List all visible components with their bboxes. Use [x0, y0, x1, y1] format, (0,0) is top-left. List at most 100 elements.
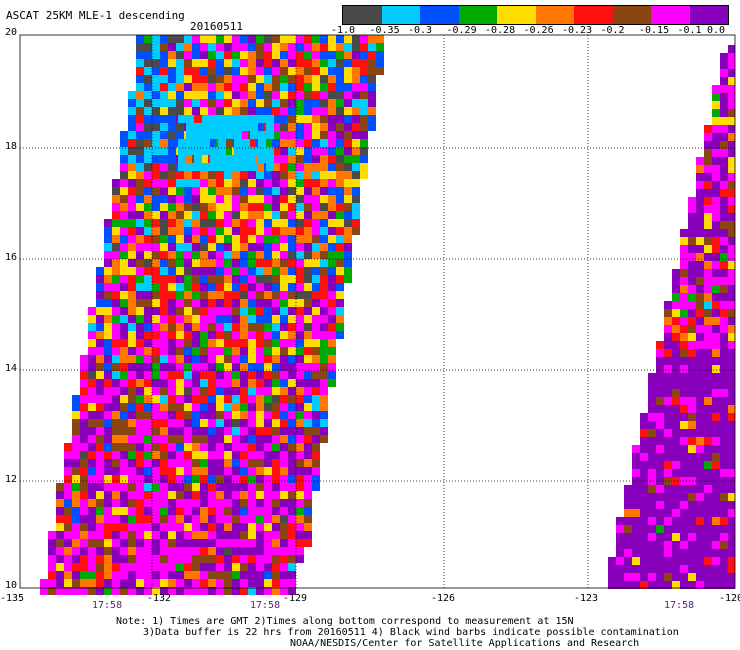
- swath-cell: [136, 315, 144, 323]
- swath-cell: [144, 355, 152, 363]
- swath-cell: [128, 427, 136, 435]
- swath-cell: [96, 523, 104, 531]
- swath-cell: [208, 459, 216, 467]
- swath-cell: [696, 213, 704, 221]
- swath-cell: [728, 541, 735, 549]
- swath-cell: [208, 579, 216, 587]
- swath-cell: [296, 539, 304, 547]
- swath-cell: [680, 301, 688, 309]
- swath-cell: [168, 435, 176, 443]
- swath-cell: [128, 571, 136, 579]
- swath-cell: [264, 491, 272, 499]
- swath-cell: [632, 541, 640, 549]
- swath-cell: [120, 363, 128, 371]
- swath-cell: [640, 517, 648, 525]
- swath-cell: [624, 485, 632, 493]
- swath-cell: [112, 283, 120, 291]
- swath-cell: [200, 491, 208, 499]
- swath-cell: [312, 51, 320, 59]
- swath-cell: [728, 421, 735, 429]
- swath-cell: [232, 259, 240, 267]
- swath-cell: [120, 259, 128, 267]
- swath-cell: [296, 371, 304, 379]
- swath-cell: [712, 549, 720, 557]
- swath-cell: [152, 259, 160, 267]
- swath-cell: [704, 493, 712, 501]
- swath-cell: [696, 421, 704, 429]
- swath-cell: [704, 269, 712, 277]
- swath-cell: [256, 107, 264, 115]
- swath-cell: [304, 35, 312, 43]
- swath-cell: [96, 331, 104, 339]
- swath-cell: [648, 429, 656, 437]
- swath-cell: [160, 499, 168, 507]
- swath-cell: [168, 171, 176, 179]
- swath-cell: [256, 323, 264, 331]
- swath-cell: [168, 163, 176, 171]
- swath-cell: [336, 195, 344, 203]
- swath-cell: [304, 139, 312, 147]
- swath-cell: [688, 565, 696, 573]
- swath-cell: [312, 171, 320, 179]
- swath-cell: [112, 299, 120, 307]
- swath-cell: [226, 163, 234, 171]
- swath-cell: [712, 157, 720, 165]
- swath-cell: [312, 115, 320, 123]
- swath-cell: [56, 563, 64, 571]
- swath-cell: [728, 61, 735, 69]
- swath-cell: [712, 269, 720, 277]
- swath-cell: [264, 507, 272, 515]
- swath-cell: [264, 515, 272, 523]
- swath-cell: [112, 339, 120, 347]
- swath-cell: [112, 235, 120, 243]
- swath-cell: [264, 227, 272, 235]
- swath-cell: [664, 309, 672, 317]
- swath-cell: [120, 291, 128, 299]
- swath-cell: [728, 109, 735, 117]
- swath-cell: [152, 411, 160, 419]
- swath-cell: [256, 235, 264, 243]
- swath-cell: [202, 163, 210, 171]
- swath-cell: [304, 123, 312, 131]
- swath-cell: [136, 235, 144, 243]
- swath-cell: [656, 429, 664, 437]
- swath-cell: [176, 99, 184, 107]
- swath-cell: [178, 115, 186, 123]
- swath-cell: [202, 139, 210, 147]
- swath-cell: [696, 453, 704, 461]
- swath-cell: [200, 227, 208, 235]
- swath-cell: [728, 269, 735, 277]
- swath-cell: [240, 571, 248, 579]
- swath-cell: [176, 459, 184, 467]
- swath-cell: [360, 155, 368, 163]
- swath-cell: [224, 443, 232, 451]
- swath-cell: [672, 325, 680, 333]
- swath-cell: [648, 477, 656, 485]
- swath-cell: [120, 203, 128, 211]
- swath-cell: [288, 299, 296, 307]
- swath-cell: [712, 341, 720, 349]
- swath-cell: [616, 565, 624, 573]
- swath-cell: [632, 445, 640, 453]
- swath-cell: [176, 443, 184, 451]
- swath-cell: [288, 155, 296, 163]
- swath-cell: [256, 299, 264, 307]
- swath-cell: [624, 517, 632, 525]
- swath-cell: [240, 315, 248, 323]
- swath-cell: [248, 507, 256, 515]
- swath-cell: [136, 299, 144, 307]
- swath-cell: [720, 213, 728, 221]
- swath-cell: [312, 83, 320, 91]
- swath-cell: [704, 213, 712, 221]
- swath-cell: [216, 67, 224, 75]
- swath-cell: [256, 99, 264, 107]
- swath-cell: [184, 323, 192, 331]
- swath-cell: [168, 427, 176, 435]
- swath-cell: [216, 435, 224, 443]
- swath-cell: [136, 467, 144, 475]
- swath-cell: [696, 557, 704, 565]
- swath-cell: [144, 555, 152, 563]
- swath-cell: [664, 341, 672, 349]
- swath-cell: [256, 331, 264, 339]
- swath-cell: [328, 83, 336, 91]
